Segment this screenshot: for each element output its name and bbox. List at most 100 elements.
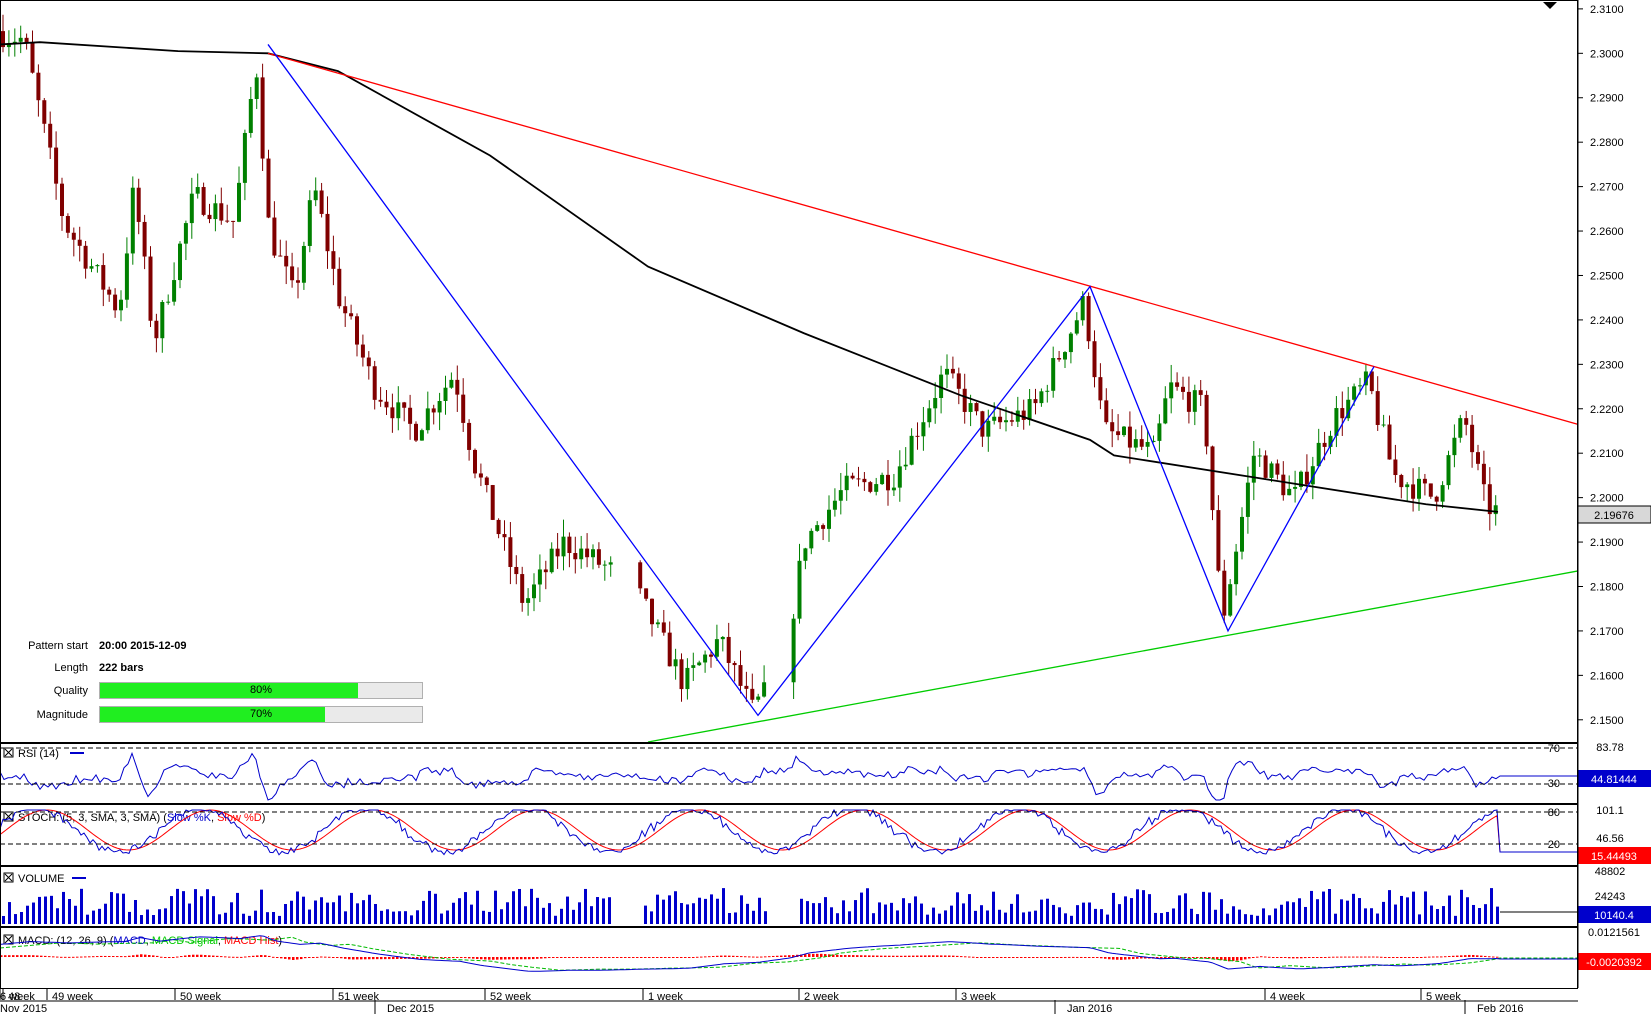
candle-body: [1074, 320, 1079, 334]
macd-hist-bar: [412, 957, 415, 959]
macd-hist-bar: [1432, 956, 1435, 958]
macd-hist-bar: [1172, 957, 1175, 958]
candle-body: [1086, 296, 1091, 342]
macd-hist-bar: [236, 956, 239, 958]
macd-hist-bar: [1256, 956, 1259, 958]
candle-body: [484, 477, 489, 486]
volume-bar: [1076, 905, 1079, 924]
moving-average-line: [0, 41, 1499, 513]
price-tick-label: 2.1900: [1590, 537, 1624, 549]
volume-bar: [716, 898, 719, 924]
macd-hist-bar: [924, 955, 927, 957]
macd-hist-bar: [1244, 957, 1247, 960]
candle-body: [874, 484, 879, 492]
volume-bar: [734, 912, 737, 924]
macd-panel[interactable]: MACD: (12, 26, 9) (MACD, MACD Signal, MA…: [0, 927, 1651, 972]
candle-body: [337, 268, 342, 307]
candle-body: [679, 659, 684, 690]
candle-body: [655, 622, 660, 625]
macd-hist-bar: [1100, 957, 1103, 959]
macd-hist-bar: [452, 957, 455, 958]
volume-bar: [1160, 913, 1163, 924]
macd-hist-bar: [440, 957, 443, 959]
volume-bar: [470, 904, 473, 924]
macd-hist-bar: [1164, 957, 1167, 959]
macd-hist-bar: [1412, 957, 1415, 958]
macd-hist-bar: [416, 957, 419, 959]
macd-hist-bar: [1220, 957, 1223, 961]
candle-body: [95, 265, 100, 267]
macd-hist-bar: [80, 956, 83, 958]
macd-hist-bar: [1032, 957, 1035, 958]
volume-current-value: 10140.4: [1594, 910, 1634, 922]
volume-bar: [818, 903, 821, 924]
macd-hist-bar: [840, 955, 843, 957]
volume-bar: [296, 891, 299, 924]
volume-bar: [104, 903, 107, 924]
current-price-label: 2.19676: [1577, 505, 1651, 524]
price-tick-label: 2.1800: [1590, 581, 1624, 593]
volume-bar: [596, 897, 599, 924]
candle-body: [301, 245, 306, 283]
volume-bar: [140, 915, 143, 924]
macd-hist-bar: [680, 957, 683, 958]
volume-bar: [284, 904, 287, 924]
candle-body: [449, 379, 454, 388]
macd-hist-bar: [1108, 957, 1111, 960]
price-axis: 2.3100 2.3000 2.2900 2.2800 2.2700 2.2600 2.25…: [1578, 4, 1624, 727]
rsi-collapse-icon[interactable]: [3, 747, 14, 758]
macd-hist-bar: [1168, 957, 1171, 959]
macd-hist-bar: [1336, 956, 1339, 958]
macd-hist-bar: [1232, 957, 1235, 961]
macd-hist-bar: [1464, 955, 1467, 957]
stoch-panel[interactable]: STOCH: (5, 3, SMA, 3, SMA) (Slow %K, Slo…: [0, 805, 1651, 864]
candle-body: [189, 193, 194, 224]
candle-body: [54, 147, 59, 184]
volume-bar: [236, 892, 239, 924]
volume-bar: [170, 896, 173, 924]
candle-body: [18, 37, 23, 42]
macd-hist-bar: [1052, 957, 1055, 958]
macd-hist-bar: [832, 954, 835, 957]
macd-hist-bar: [1088, 957, 1091, 958]
volume-collapse-icon[interactable]: [3, 872, 14, 883]
macd-hist-bar: [548, 957, 551, 959]
price-panel[interactable]: [0, 14, 1579, 743]
macd-hist-bar: [20, 955, 23, 957]
macd-hist-bar: [464, 957, 467, 959]
candle-body: [638, 562, 643, 589]
scroll-arrow-icon[interactable]: [1543, 2, 1557, 9]
candle-body: [278, 255, 283, 257]
macd-hist-bar: [540, 957, 543, 959]
volume-bar: [278, 915, 281, 924]
macd-hist-bar: [604, 957, 607, 958]
rsi-panel[interactable]: RSI (14) 70 30 83.78 44.81444: [0, 742, 1651, 801]
candle-body: [827, 509, 831, 529]
candle-body: [1163, 398, 1168, 424]
volume-bar: [866, 888, 869, 924]
macd-hist-bar: [848, 955, 851, 957]
volume-bar: [1280, 904, 1283, 924]
macd-hist-bar: [352, 957, 355, 960]
candle-body: [42, 100, 47, 124]
candle-body: [130, 187, 135, 254]
macd-collapse-icon[interactable]: [3, 934, 14, 945]
macd-hist-bar: [756, 956, 759, 958]
volume-bar: [806, 901, 809, 924]
candle-body: [89, 266, 94, 269]
macd-hist-bar: [1328, 956, 1331, 958]
volume-bar: [2, 915, 5, 924]
macd-hist-bar: [1116, 957, 1119, 960]
volume-bar: [1148, 894, 1151, 924]
week-label: 49 week: [52, 991, 93, 1003]
macd-hist-bar: [152, 955, 155, 957]
macd-hist-bar: [1340, 956, 1343, 958]
volume-panel[interactable]: VOLUME 48802 24243 10140.4: [2, 866, 1651, 924]
macd-hist-bar: [1280, 957, 1283, 958]
price-tick-label: 2.3000: [1590, 48, 1624, 60]
volume-bar: [1472, 904, 1475, 924]
macd-hist-bar: [1388, 957, 1391, 958]
macd-current-box: [1578, 953, 1651, 970]
macd-hist-bar: [740, 956, 743, 958]
macd-hist-bar: [984, 957, 987, 958]
